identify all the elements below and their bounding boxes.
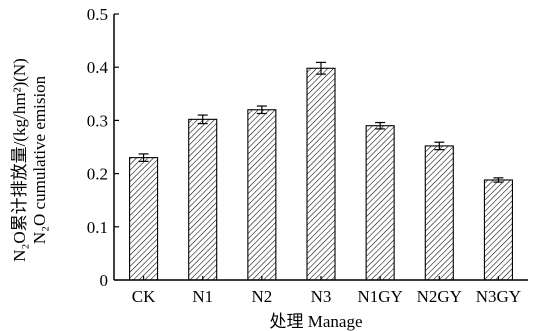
y-tick-label: 0.2 — [87, 165, 108, 184]
error-bar — [375, 121, 386, 130]
y-tick-label: 0.1 — [87, 218, 108, 237]
x-tick-label: N2GY — [417, 287, 462, 306]
y-tick-label: 0.5 — [87, 5, 108, 24]
x-tick-label: CK — [132, 287, 156, 306]
y-axis-title-line2: N₂O cumulative emision — [30, 75, 49, 244]
y-axis-ticks: 0 0.1 0.2 0.3 0.4 0.5 — [87, 5, 119, 290]
bar — [188, 118, 218, 281]
error-bar — [138, 153, 149, 162]
error-bar — [197, 114, 208, 125]
y-tick-label: 0.3 — [87, 111, 108, 130]
error-bar — [493, 177, 504, 183]
x-axis-title: 处理 Manage — [269, 312, 362, 331]
error-bar — [256, 105, 267, 115]
x-tick-label: N1 — [192, 287, 213, 306]
error-bar — [316, 61, 326, 75]
bars — [129, 61, 513, 281]
y-tick-label: 0.4 — [87, 58, 109, 77]
bar — [129, 157, 159, 281]
x-tick-label: N3 — [311, 287, 332, 306]
x-tick-label: N3GY — [476, 287, 521, 306]
bar — [306, 67, 336, 281]
bar — [483, 179, 513, 281]
y-axis-title: N₂O累计排放量/(kg/hm²)(N) N₂O cumulative emis… — [10, 58, 49, 262]
x-tick-label: N1GY — [357, 287, 402, 306]
x-tick-label: N2 — [251, 287, 272, 306]
bar — [247, 109, 277, 281]
y-tick-label: 0 — [100, 271, 109, 290]
y-axis-title-line1: N₂O累计排放量/(kg/hm²)(N) — [10, 58, 29, 262]
error-bar — [434, 141, 445, 151]
bar — [365, 125, 395, 281]
bar — [424, 145, 454, 281]
x-axis-labels: CK N1 N2 N3 N1GY N2GY N3GY — [132, 276, 521, 306]
